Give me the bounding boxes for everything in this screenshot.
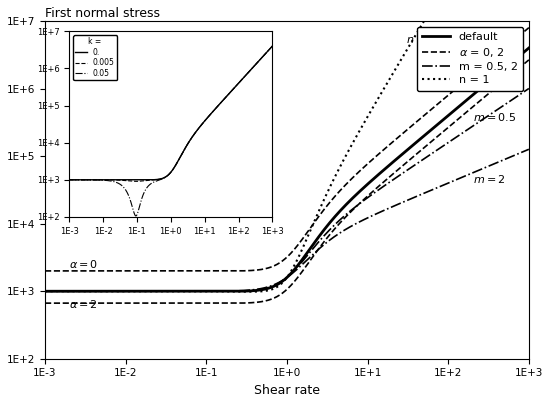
Text: $\alpha = 2$: $\alpha = 2$ xyxy=(69,298,98,310)
Text: First normal stress: First normal stress xyxy=(45,7,160,20)
Text: $n = 1$: $n = 1$ xyxy=(406,33,434,45)
Legend: default, $\alpha$ = 0, 2, m = 0.5, 2, n = 1: default, $\alpha$ = 0, 2, m = 0.5, 2, n … xyxy=(416,27,523,91)
Text: $m = 0.5$: $m = 0.5$ xyxy=(472,111,515,123)
X-axis label: Shear rate: Shear rate xyxy=(254,384,320,397)
Text: $\alpha = 0$: $\alpha = 0$ xyxy=(69,258,98,270)
Text: $m = 2$: $m = 2$ xyxy=(472,173,505,185)
